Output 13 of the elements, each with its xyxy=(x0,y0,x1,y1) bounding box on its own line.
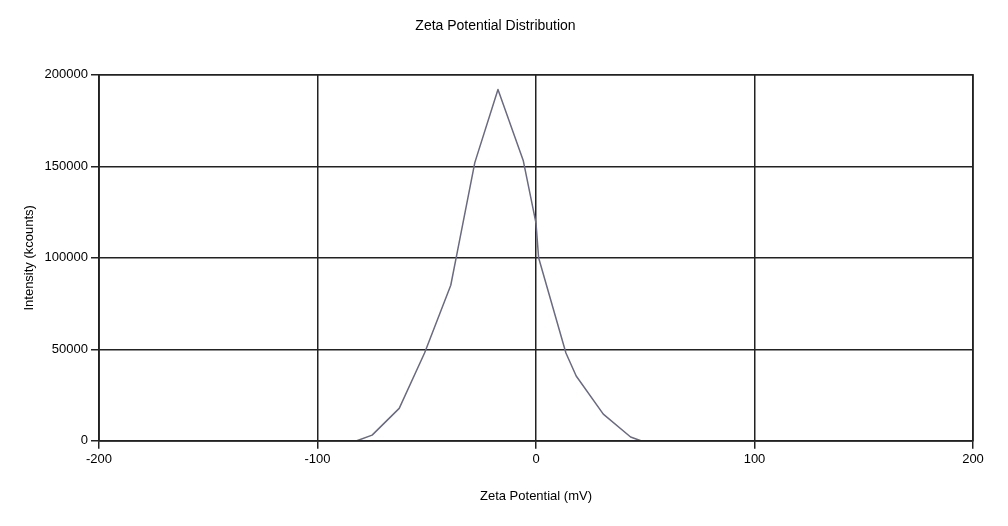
y-tick-label: 100000 xyxy=(44,249,88,265)
x-tick-label: -200 xyxy=(85,451,112,467)
y-axis-title: Intensity (kcounts) xyxy=(21,205,37,311)
y-tick-label: 200000 xyxy=(44,66,88,82)
x-axis-title: Zeta Potential (mV) xyxy=(479,487,592,503)
x-tick-label: -100 xyxy=(304,451,331,467)
y-tick-label: 50000 xyxy=(51,340,88,356)
x-tick-label: 100 xyxy=(743,451,766,467)
x-tick-label: 0 xyxy=(532,451,540,467)
y-tick-label: 150000 xyxy=(44,157,88,173)
x-tick-label: 200 xyxy=(962,451,984,467)
chart-title: Zeta Potential Distribution xyxy=(415,17,576,34)
y-tick-label: 0 xyxy=(80,432,88,448)
